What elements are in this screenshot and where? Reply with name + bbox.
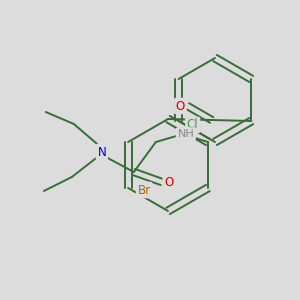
Text: N: N [98, 146, 106, 158]
Text: Cl: Cl [187, 118, 198, 131]
Text: O: O [164, 176, 173, 188]
Text: Br: Br [138, 184, 151, 196]
Text: NH: NH [178, 129, 194, 139]
Text: O: O [176, 100, 185, 112]
